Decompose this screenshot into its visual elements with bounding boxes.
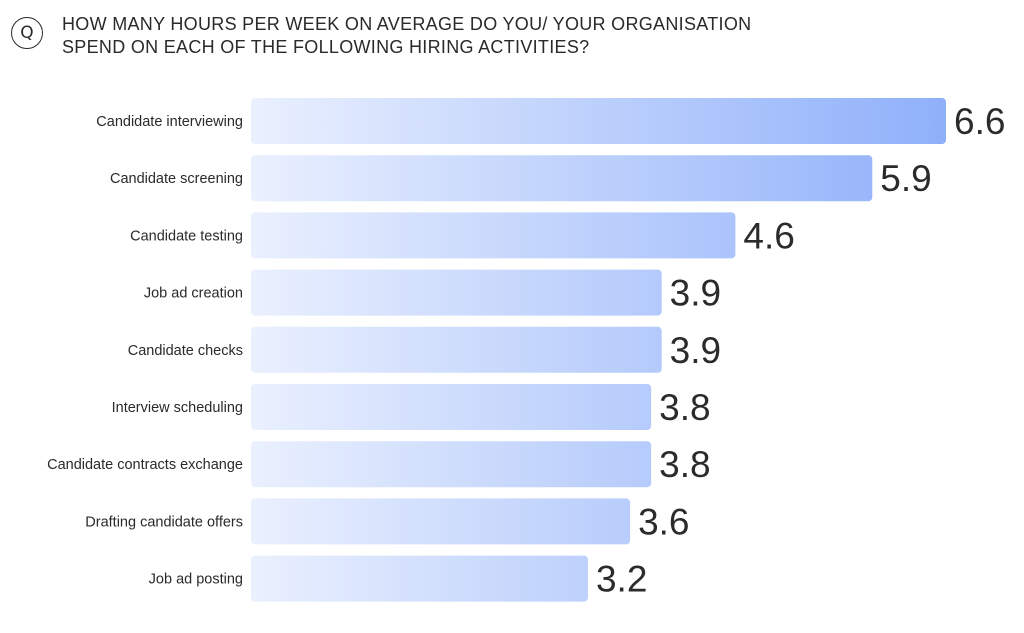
value-label: 3.6: [638, 501, 689, 542]
question-badge: Q: [11, 17, 43, 49]
bar: [251, 555, 588, 602]
bar-group-candidate-checks: Candidate checks 3.9: [128, 326, 721, 373]
value-label: 4.6: [743, 215, 794, 256]
chart-title: HOW MANY HOURS PER WEEK ON AVERAGE DO YO…: [62, 13, 822, 59]
value-label: 3.9: [670, 273, 721, 314]
category-label: Candidate testing: [130, 228, 243, 244]
chart-title-line-1: HOW MANY HOURS PER WEEK ON AVERAGE DO YO…: [62, 14, 752, 34]
category-label: Job ad creation: [144, 286, 243, 302]
bar-group-candidate-interviewing: Candidate interviewing 6.6: [96, 98, 1005, 144]
value-label: 5.9: [880, 158, 931, 199]
bar-group-job-ad-creation: Job ad creation 3.9: [144, 269, 721, 316]
bar-group-candidate-contracts-exchange: Candidate contracts exchange 3.8: [47, 441, 711, 488]
category-label: Candidate interviewing: [96, 114, 243, 130]
value-label: 3.9: [670, 330, 721, 371]
bar: [251, 384, 652, 430]
bar: [251, 498, 631, 545]
bar-group-drafting-candidate-offers: Drafting candidate offers 3.6: [85, 498, 690, 545]
bar: [251, 441, 652, 488]
chart-title-line-2: SPEND ON EACH OF THE FOLLOWING HIRING AC…: [62, 37, 590, 57]
bar: [251, 269, 662, 316]
bar-group-job-ad-posting: Job ad posting 3.2: [149, 555, 647, 602]
bar: [251, 212, 736, 259]
category-label: Interview scheduling: [112, 400, 243, 416]
bar: [251, 155, 873, 202]
bar-group-candidate-screening: Candidate screening 5.9: [110, 155, 932, 202]
category-label: Candidate screening: [110, 171, 243, 187]
bar: [251, 98, 946, 144]
value-label: 3.8: [659, 444, 710, 485]
category-label: Job ad posting: [149, 572, 243, 588]
category-label: Candidate checks: [128, 343, 243, 359]
bar-group-candidate-testing: Candidate testing 4.6: [130, 212, 795, 259]
value-label: 3.8: [659, 387, 710, 428]
value-label: 6.6: [954, 101, 1005, 142]
category-label: Drafting candidate offers: [85, 514, 243, 530]
category-label: Candidate contracts exchange: [47, 457, 243, 473]
bar: [251, 326, 662, 373]
value-label: 3.2: [596, 559, 647, 600]
bar-group-interview-scheduling: Interview scheduling 3.8: [112, 384, 711, 430]
